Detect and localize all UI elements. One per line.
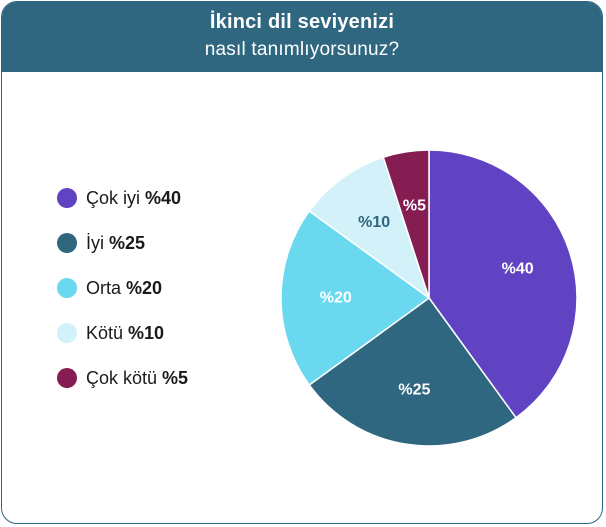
legend-label: Orta [86, 277, 122, 298]
pie-slice [280, 209, 431, 387]
legend-label: Kötü [86, 322, 124, 343]
pie-slice [428, 149, 578, 419]
legend-item: Çok kötü %5 [57, 367, 188, 389]
legend: Çok iyi %40 İyi %25 Orta %20 Kötü %10 Ço… [57, 187, 188, 412]
slice-label: %25 [398, 382, 430, 399]
legend-label: İyi [86, 232, 104, 253]
legend-swatch [57, 188, 77, 208]
pie-slice [382, 149, 430, 299]
chart-subtitle: nasıl tanımlıyorsunuz? [204, 39, 400, 60]
chart-header: İkinci dil seviyenizi nasıl tanımlıyorsu… [2, 2, 602, 72]
chart-title: İkinci dil seviyenizi [209, 11, 395, 33]
legend-item: Orta %20 [57, 277, 188, 299]
slice-label: %40 [502, 261, 534, 278]
slice-label: %20 [320, 290, 352, 307]
legend-item: İyi %25 [57, 232, 188, 254]
legend-label: Çok iyi [86, 187, 141, 208]
legend-item: Kötü %10 [57, 322, 188, 344]
pie-slice [308, 296, 518, 447]
legend-value: %20 [126, 277, 163, 298]
slice-label: %5 [403, 197, 426, 214]
legend-item: Çok iyi %40 [57, 187, 188, 209]
legend-value: %10 [128, 322, 165, 343]
legend-swatch [57, 323, 77, 343]
legend-value: %5 [162, 367, 189, 388]
pie-slice [308, 156, 431, 300]
legend-swatch [57, 368, 77, 388]
legend-label: Çok kötü [86, 367, 158, 388]
legend-swatch [57, 233, 77, 253]
legend-value: %40 [145, 187, 182, 208]
legend-swatch [57, 278, 77, 298]
legend-value: %25 [109, 232, 146, 253]
slice-label: %10 [358, 214, 390, 231]
